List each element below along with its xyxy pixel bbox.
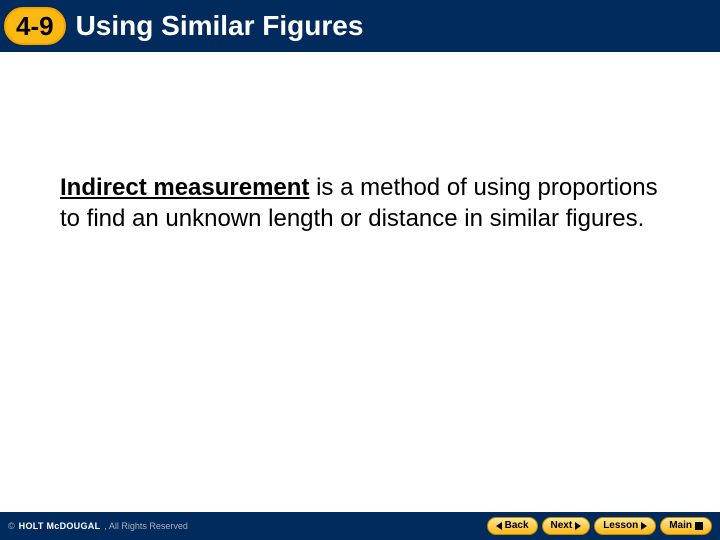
main-label: Main [669,521,692,531]
lesson-icon [641,522,647,530]
lesson-button[interactable]: Lesson [594,517,656,535]
lesson-label: Lesson [603,521,638,531]
publisher-logo: HOLT McDOUGAL [19,521,101,531]
slide-header: 4-9 Using Similar Figures [0,0,720,52]
copyright-icon: © [8,521,15,531]
body-paragraph: Indirect measurement is a method of usin… [60,172,660,234]
back-icon [496,522,502,530]
next-label: Next [551,521,573,531]
main-icon [695,522,703,530]
next-icon [575,522,581,530]
back-label: Back [505,521,529,531]
content-area: Indirect measurement is a method of usin… [0,52,720,234]
section-badge: 4-9 [4,7,66,45]
next-button[interactable]: Next [542,517,591,535]
slide-title: Using Similar Figures [76,10,364,42]
back-button[interactable]: Back [487,517,538,535]
copyright-text: , All Rights Reserved [104,521,188,531]
nav-button-group: Back Next Lesson Main [487,517,712,535]
main-button[interactable]: Main [660,517,712,535]
copyright-line: © HOLT McDOUGAL , All Rights Reserved [8,521,188,531]
slide-footer: © HOLT McDOUGAL , All Rights Reserved Ba… [0,512,720,540]
vocab-term: Indirect measurement [60,174,309,201]
